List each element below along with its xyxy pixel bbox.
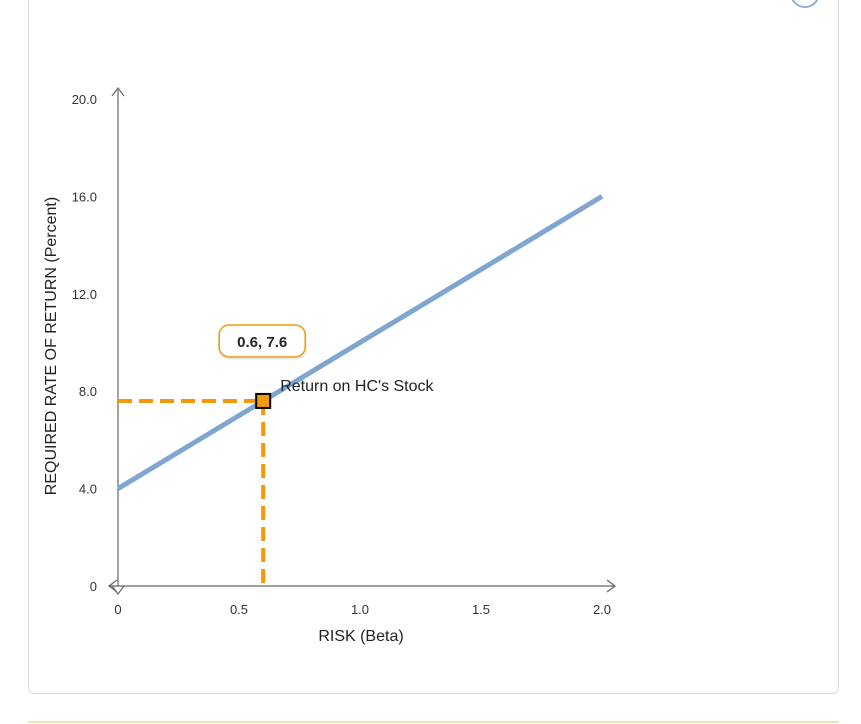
y-tick-label: 20.0 (72, 92, 97, 107)
x-axis-arrow-icon (606, 579, 616, 593)
y-tick-label: 0 (90, 579, 97, 594)
x-tick-label: 0.5 (230, 602, 248, 617)
highlight-point[interactable] (255, 392, 272, 409)
x-axis-title: RISK (Beta) (318, 628, 403, 645)
y-tick-label: 4.0 (79, 482, 97, 497)
axes (108, 87, 616, 595)
y-tick-label: 8.0 (79, 384, 97, 399)
point-label: Return on HC's Stock (280, 378, 434, 395)
y-tick-label: 16.0 (72, 189, 97, 204)
chart-panel (28, 0, 839, 694)
y-axis-title: REQUIRED RATE OF RETURN (Percent) (43, 197, 60, 495)
x-tick-label: 1.5 (472, 602, 490, 617)
y-tick-labels: 0 4.0 8.0 12.0 16.0 20.0 (72, 92, 97, 594)
tooltip-text: 0.6, 7.6 (237, 334, 287, 351)
highlight-layer: Return on HC's Stock 0.6, 7.6 (118, 324, 435, 586)
x-tick-label: 2.0 (593, 602, 611, 617)
y-axis-arrow-icon (111, 87, 125, 97)
bottom-divider (28, 721, 839, 723)
x-tick-labels: 0 0.5 1.0 1.5 2.0 (114, 602, 611, 617)
x-tick-label: 0 (114, 602, 121, 617)
y-tick-label: 12.0 (72, 287, 97, 302)
point-tooltip (218, 324, 306, 358)
sml-line (116, 194, 604, 491)
x-tick-label: 1.0 (351, 602, 369, 617)
series-layer (116, 194, 604, 491)
y-axis-down-arrow-icon (111, 585, 125, 595)
